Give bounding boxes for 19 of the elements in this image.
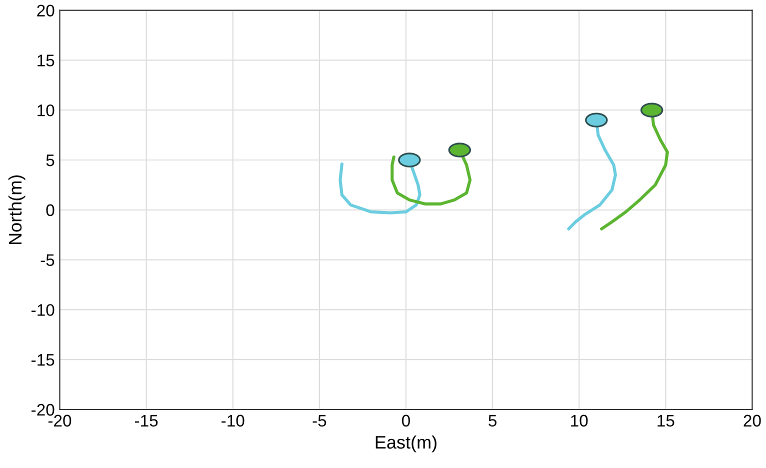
x-tick-label: -5 (312, 414, 326, 427)
x-tick-label: 15 (658, 414, 674, 427)
x-tick-label: 0 (402, 414, 410, 427)
y-tick-label: 15 (38, 54, 54, 66)
y-tick-label: 10 (38, 104, 54, 116)
y-tick-label: -15 (32, 354, 54, 366)
x-tick-label: -15 (135, 414, 158, 427)
y-tick-label: 0 (46, 204, 54, 216)
x-tick-label: 20 (744, 414, 761, 427)
x-tick-label: 10 (571, 414, 588, 427)
y-axis-title: North(m) (8, 175, 26, 244)
x-axis-title: East(m) (376, 435, 436, 452)
y-tick-label: 5 (46, 154, 54, 166)
y-tick-label: -5 (40, 254, 54, 266)
y-tick-label: -10 (32, 304, 54, 316)
x-tick-label: 5 (488, 414, 496, 427)
x-tick-label: -10 (222, 414, 244, 427)
y-tick-label: 20 (37, 4, 54, 16)
y-tick-label: -20 (32, 404, 54, 416)
